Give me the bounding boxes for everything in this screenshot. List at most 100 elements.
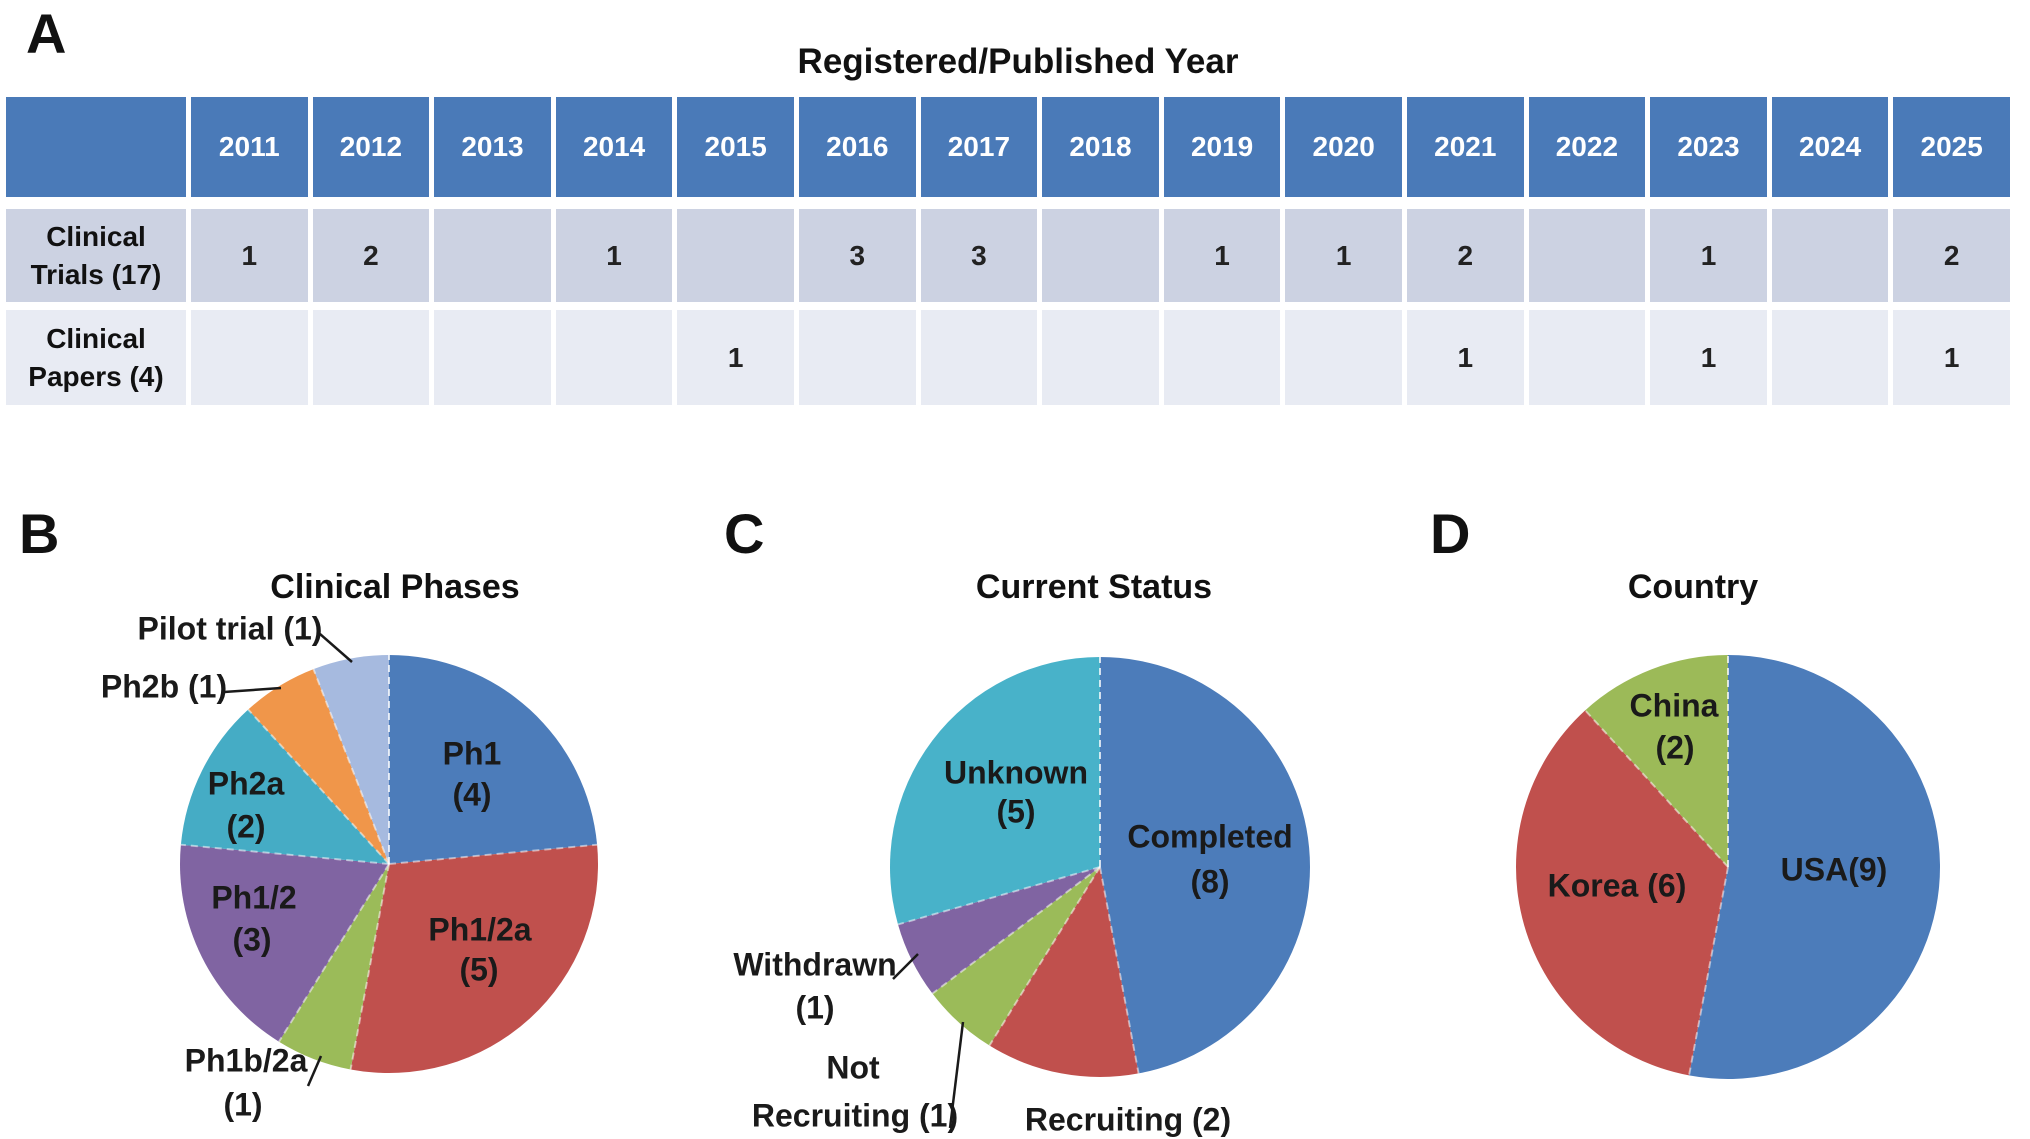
pie-label: Withdrawn — [733, 946, 896, 982]
pie-slice-recruiting — [989, 867, 1139, 1077]
table-cell — [312, 310, 430, 405]
label-leader-line — [306, 1055, 323, 1087]
table-cell: 1 — [1285, 209, 1402, 302]
label-leader-line — [223, 686, 282, 694]
table-cell: 2 — [1893, 209, 2010, 302]
label-leader-line — [319, 633, 353, 663]
pie-slice-ph1 — [389, 655, 598, 864]
panel-b-letter: B — [19, 502, 60, 565]
table-cell — [1528, 209, 1646, 302]
table-cell: 1 — [1893, 310, 2010, 405]
table-cell — [920, 310, 1038, 405]
table-header-row: 2011 2012 2013 2014 2015 2016 2017 2018 2019 2020… — [6, 97, 2010, 197]
table-cell — [434, 310, 551, 405]
year-header: 2015 — [677, 97, 794, 197]
pie-label: Not — [826, 1049, 880, 1085]
country-pie-chart: China (2) Korea (6) USA(9) — [1516, 655, 1940, 1079]
table-cell: 1 — [1163, 209, 1281, 302]
pie-label: Completed — [1127, 818, 1292, 854]
year-header: 2016 — [798, 97, 916, 197]
table-cell: 1 — [1406, 310, 1524, 405]
panel-c-letter: C — [724, 502, 765, 565]
panel-d-title: Country — [1627, 568, 1759, 606]
year-header: 2017 — [920, 97, 1038, 197]
pie-label: Recruiting (1) — [752, 1097, 958, 1133]
pie-label: (5) — [996, 793, 1035, 829]
pie-slice-ph2a — [180, 709, 389, 864]
pie-label: Ph1 — [443, 735, 502, 771]
pie-slice-withdrawn — [898, 867, 1100, 994]
label-leader-line — [948, 1021, 965, 1129]
year-header: 2023 — [1650, 97, 1767, 197]
table-cell — [798, 310, 916, 405]
slice-separator — [988, 866, 1101, 1047]
year-header: 2022 — [1528, 97, 1646, 197]
table-cell — [1042, 310, 1159, 405]
pie-label: (5) — [459, 951, 498, 987]
table-cell — [1528, 310, 1646, 405]
pie-label: (2) — [226, 808, 265, 844]
year-header: 2020 — [1285, 97, 1402, 197]
table-cell: 3 — [920, 209, 1038, 302]
table-cell: 1 — [555, 209, 673, 302]
pie-label: Ph1/2 — [211, 879, 296, 915]
panel-a-letter: A — [26, 2, 67, 65]
year-header: 2014 — [555, 97, 673, 197]
row-label-line: Trials (17) — [30, 258, 162, 290]
clinical-phases-pie-chart: Ph1 (4) Ph1/2a (5) Ph1/2 (3) Ph2a (2) Pilot tria… — [101, 610, 598, 1122]
table-cell: 1 — [677, 310, 794, 405]
panel-a-title: Registered/Published Year — [797, 42, 1239, 81]
pie-slice-not-recruiting — [932, 867, 1100, 1046]
table-cell — [434, 209, 551, 302]
pie-slice-completed — [1100, 657, 1311, 1074]
row-label: Clinical Trials (17) — [6, 209, 186, 302]
table-cell — [191, 310, 308, 405]
label-leader-line — [892, 953, 919, 980]
year-header: 2021 — [1406, 97, 1524, 197]
year-table: 2011 2012 2013 2014 2015 2016 2017 2018 2019 2020… — [6, 97, 2010, 405]
pie-slice-korea — [1516, 710, 1728, 1076]
table-cell — [677, 209, 794, 302]
table-cell — [1042, 209, 1159, 302]
pie-slice-usa — [1689, 655, 1940, 1079]
pie-label: (8) — [1190, 863, 1229, 899]
pie-label: (3) — [232, 921, 271, 957]
year-header: 2024 — [1771, 97, 1889, 197]
table-corner-cell — [6, 97, 186, 197]
table-row: Clinical Papers (4) 1 1 1 1 — [6, 310, 2010, 405]
table-cell — [555, 310, 673, 405]
table-cell — [1285, 310, 1402, 405]
year-header: 2019 — [1163, 97, 1281, 197]
pie-label: (2) — [1655, 729, 1694, 765]
pie-label: Korea (6) — [1548, 867, 1687, 903]
pie-label: Ph1/2a — [428, 911, 531, 947]
pie-slice-ph2b — [248, 669, 389, 864]
pie-label: (1) — [223, 1086, 262, 1122]
table-cell — [1163, 310, 1281, 405]
pie-label: Unknown — [944, 754, 1088, 790]
pie-label: Ph2a — [208, 765, 285, 801]
year-header: 2025 — [1893, 97, 2010, 197]
year-header: 2011 — [191, 97, 308, 197]
table-cell: 2 — [312, 209, 430, 302]
slice-separator — [247, 708, 390, 865]
pie-label: China — [1630, 687, 1719, 723]
panel-c-title: Current Status — [975, 568, 1213, 606]
slice-separator — [278, 863, 390, 1043]
panel-b-title: Clinical Phases — [270, 568, 520, 606]
table-cell: 1 — [191, 209, 308, 302]
table-row: Clinical Trials (17) 1 2 1 3 3 1 1 2 1 2 — [6, 209, 2010, 302]
slice-separator — [349, 863, 390, 1070]
table-cell: 2 — [1406, 209, 1524, 302]
pie-label: (1) — [795, 989, 834, 1025]
table-cell: 3 — [798, 209, 916, 302]
pie-label: (4) — [452, 776, 491, 812]
pie-label: Recruiting (2) — [1025, 1101, 1231, 1137]
pie-slice-pilot-trial — [313, 655, 389, 864]
pie-slice-ph1b-2a — [278, 864, 389, 1070]
table-cell — [1771, 310, 1889, 405]
pie-label: USA(9) — [1781, 851, 1888, 887]
pie-slice-unknown — [890, 657, 1100, 925]
current-status-pie-chart: Unknown(5) Completed (8) Withdrawn (1) Not Rec… — [733, 657, 1311, 1137]
